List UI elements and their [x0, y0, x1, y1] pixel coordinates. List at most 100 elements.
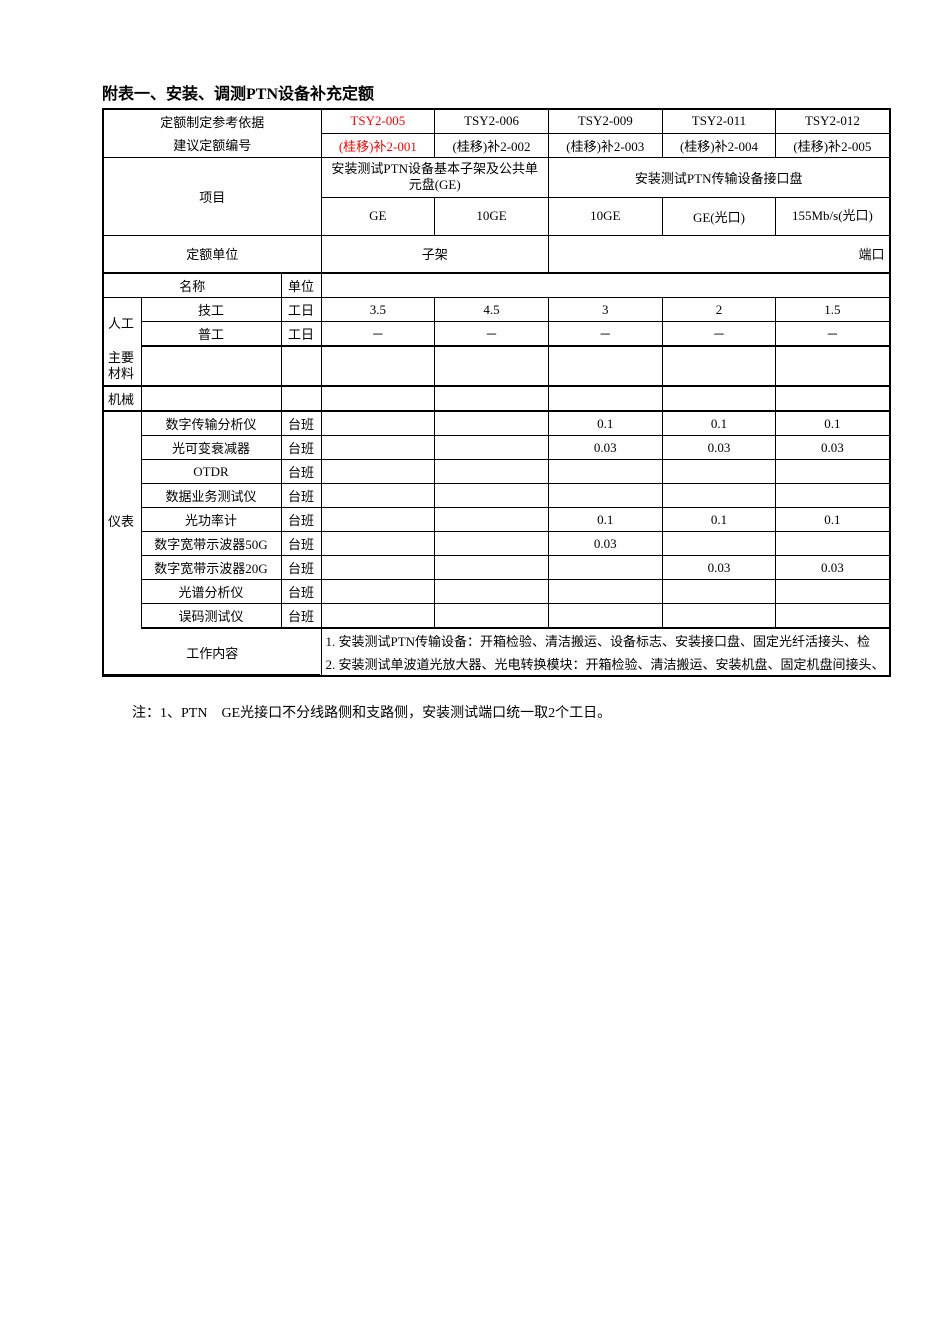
work-line-2: 2. 安装测试单波道光放大器、光电转换模块：开箱检验、清洁搬运、安装机盘、固定机…	[321, 652, 890, 676]
r1-v2: 0.1	[548, 411, 662, 436]
r5-unit: 台班	[281, 508, 321, 532]
r2-v3: 0.03	[662, 436, 776, 460]
material-unit	[281, 346, 321, 386]
r5-v4: 0.1	[776, 508, 890, 532]
quota-table: 定额制定参考依据 TSY2-005 TSY2-006 TSY2-009 TSY2…	[102, 108, 891, 698]
r3-v2	[548, 460, 662, 484]
r2-name: 光可变衰减器	[141, 436, 281, 460]
instrument-row-1: 仪表 数字传输分析仪 台班 0.1 0.1 0.1	[103, 411, 890, 436]
unit-1: 子架	[321, 235, 548, 273]
r6-v2: 0.03	[548, 532, 662, 556]
item-label: 项目	[103, 157, 321, 235]
r8-v3	[662, 580, 776, 604]
r1-v0	[321, 411, 435, 436]
common-v2: －	[548, 322, 662, 347]
r5-name: 光功率计	[141, 508, 281, 532]
name-label: 名称	[103, 273, 281, 298]
tech-v3: 2	[662, 298, 776, 322]
material-row: 主要材料	[103, 346, 890, 386]
footnote: 注：1、PTN GE光接口不分线路侧和支路侧，安装测试端口统一取2个工日。	[102, 702, 945, 722]
name-header-row: 名称 单位	[103, 273, 890, 298]
common-v0: －	[321, 322, 435, 347]
labor-section: 人工	[103, 298, 141, 347]
r6-unit: 台班	[281, 532, 321, 556]
r9-v1	[435, 604, 549, 629]
machine-row: 机械	[103, 386, 890, 411]
common-v1: －	[435, 322, 549, 347]
instrument-row-9: 误码测试仪 台班	[103, 604, 890, 629]
r4-v3	[662, 484, 776, 508]
sug-2: (桂移)补2-003	[548, 133, 662, 157]
ref-row: 定额制定参考依据 TSY2-005 TSY2-006 TSY2-009 TSY2…	[103, 109, 890, 133]
material-v4	[776, 346, 890, 386]
work-line-1: 1. 安装测试PTN传输设备：开箱检验、清洁搬运、设备标志、安装接口盘、固定光纤…	[321, 628, 890, 652]
r3-v1	[435, 460, 549, 484]
r7-unit: 台班	[281, 556, 321, 580]
material-v0	[321, 346, 435, 386]
instrument-row-2: 光可变衰减器 台班 0.03 0.03 0.03	[103, 436, 890, 460]
proj-group-1: 安装测试PTN设备基本子架及公共单元盘(GE)	[321, 157, 548, 197]
r8-v2	[548, 580, 662, 604]
r2-v2: 0.03	[548, 436, 662, 460]
r6-v3	[662, 532, 776, 556]
material-v1	[435, 346, 549, 386]
r2-v1	[435, 436, 549, 460]
r4-v4	[776, 484, 890, 508]
tech-v0: 3.5	[321, 298, 435, 322]
ref-3: TSY2-011	[662, 109, 776, 133]
labor-common-row: 普工 工日 － － － － －	[103, 322, 890, 347]
r9-v4	[776, 604, 890, 629]
r4-v0	[321, 484, 435, 508]
r2-v4: 0.03	[776, 436, 890, 460]
sug-4: (桂移)补2-005	[776, 133, 890, 157]
r8-v0	[321, 580, 435, 604]
r7-v3: 0.03	[662, 556, 776, 580]
work-label: 工作内容	[103, 628, 321, 676]
r5-v2: 0.1	[548, 508, 662, 532]
common-unit: 工日	[281, 322, 321, 347]
r7-v0	[321, 556, 435, 580]
r5-v1	[435, 508, 549, 532]
suggest-row: 建议定额编号 (桂移)补2-001 (桂移)补2-002 (桂移)补2-003 …	[103, 133, 890, 157]
r1-v1	[435, 411, 549, 436]
proj-group-2: 安装测试PTN传输设备接口盘	[548, 157, 889, 197]
ref-0: TSY2-005	[321, 109, 435, 133]
r9-v3	[662, 604, 776, 629]
ref-1: TSY2-006	[435, 109, 549, 133]
ref-2: TSY2-009	[548, 109, 662, 133]
r7-v1	[435, 556, 549, 580]
r7-v2	[548, 556, 662, 580]
r4-name: 数据业务测试仪	[141, 484, 281, 508]
material-name	[141, 346, 281, 386]
r8-v1	[435, 580, 549, 604]
machine-name	[141, 386, 281, 411]
machine-v3	[662, 386, 776, 411]
common-v4: －	[776, 322, 890, 347]
ref-4: TSY2-012	[776, 109, 890, 133]
tech-name: 技工	[141, 298, 281, 322]
instrument-row-4: 数据业务测试仪 台班	[103, 484, 890, 508]
r6-v0	[321, 532, 435, 556]
material-section: 主要材料	[103, 346, 141, 386]
material-v3	[662, 346, 776, 386]
labor-tech-row: 人工 技工 工日 3.5 4.5 3 2 1.5	[103, 298, 890, 322]
page-title: 附表一、安装、调测PTN设备补充定额	[102, 80, 945, 104]
unit-label: 定额单位	[103, 235, 321, 273]
r2-v0	[321, 436, 435, 460]
instrument-row-7: 数字宽带示波器20G 台班 0.03 0.03	[103, 556, 890, 580]
r4-v1	[435, 484, 549, 508]
r1-v4: 0.1	[776, 411, 890, 436]
instrument-row-8: 光谱分析仪 台班	[103, 580, 890, 604]
machine-v4	[776, 386, 890, 411]
work-bottom-border	[103, 676, 890, 698]
r4-unit: 台班	[281, 484, 321, 508]
r2-unit: 台班	[281, 436, 321, 460]
proj-col-0: GE	[321, 197, 435, 235]
name-header-blank	[321, 273, 890, 298]
r4-v2	[548, 484, 662, 508]
r5-v0	[321, 508, 435, 532]
r6-v4	[776, 532, 890, 556]
r7-name: 数字宽带示波器20G	[141, 556, 281, 580]
tech-v4: 1.5	[776, 298, 890, 322]
project-group-row: 项目 安装测试PTN设备基本子架及公共单元盘(GE) 安装测试PTN传输设备接口…	[103, 157, 890, 197]
